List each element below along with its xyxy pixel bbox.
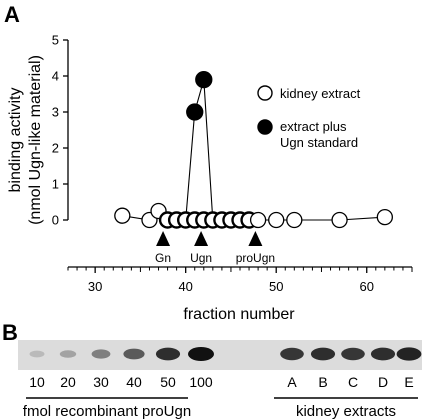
y-tick-label: 0 — [52, 213, 59, 228]
band-sample — [341, 347, 365, 361]
data-point-extract-plus-ugn — [186, 103, 204, 121]
marker-arrow-icon — [248, 231, 263, 246]
data-point-kidney-extract — [331, 211, 348, 229]
lane-label-sample: D — [378, 374, 388, 390]
standards-group-label: fmol recombinant proUgn — [23, 403, 191, 420]
band-standard — [123, 348, 145, 360]
lane-label-sample: C — [348, 374, 358, 390]
marker-label: Gn — [155, 251, 171, 265]
lane-label-sample: B — [318, 374, 327, 390]
panel-b-label: B — [2, 320, 18, 345]
data-point-kidney-extract — [114, 207, 131, 224]
marker-label: proUgn — [236, 251, 275, 265]
band-sample — [396, 347, 422, 361]
blot-bands — [29, 347, 422, 361]
panel-a-label: A — [4, 2, 20, 27]
x-tick-label: 50 — [269, 279, 283, 294]
legend: kidney extract extract plus Ugn standard — [257, 85, 361, 150]
legend-filled-circle-icon — [257, 119, 273, 135]
x-axis-title: fraction number — [183, 306, 295, 323]
elution-markers: Gn Ugn proUgn — [155, 231, 275, 265]
data-point-kidney-extract — [249, 211, 267, 229]
y-tick-label: 3 — [52, 105, 59, 120]
y-tick-label: 1 — [52, 177, 59, 192]
x-axis: 30 40 50 60 — [67, 266, 413, 294]
band-sample — [370, 347, 396, 361]
legend-label-extract-plus-line2: Ugn standard — [280, 135, 358, 150]
lane-label-standard: 30 — [93, 374, 109, 390]
y-axis-title: binding activity (nmol Ugn-like material… — [7, 55, 44, 225]
data-point-extract-plus-ugn — [195, 70, 213, 89]
lane-label-standard: 40 — [126, 374, 142, 390]
lane-label-standard: 20 — [60, 374, 76, 390]
legend-label-extract-plus-line1: extract plus — [280, 119, 347, 134]
x-tick-label: 40 — [178, 279, 192, 294]
band-standard — [91, 349, 111, 359]
band-standard — [59, 350, 77, 358]
data-point-kidney-extract — [376, 208, 393, 226]
band-standard — [188, 347, 214, 361]
data-points — [114, 70, 393, 229]
lane-label-standard: 100 — [189, 374, 213, 390]
western-blot — [18, 340, 422, 370]
lane-label-sample: E — [404, 374, 413, 390]
legend-label-kidney-extract: kidney extract — [280, 86, 361, 101]
band-sample — [310, 347, 336, 361]
x-tick-label: 30 — [88, 279, 102, 294]
samples-group-label: kidney extracts — [296, 403, 396, 420]
lane-label-standard: 50 — [160, 374, 176, 390]
y-tick-label: 2 — [52, 141, 59, 156]
y-tick-label: 4 — [52, 69, 59, 84]
data-point-kidney-extract — [268, 211, 285, 229]
band-standard — [29, 350, 45, 358]
lane-label-standard: 10 — [29, 374, 45, 390]
x-tick-label: 60 — [360, 279, 374, 294]
legend-open-circle-icon — [257, 85, 273, 101]
y-axis-title-line2: (nmol Ugn-like material) — [27, 55, 44, 225]
marker-label: Ugn — [190, 251, 212, 265]
band-sample — [280, 347, 304, 361]
data-point-kidney-extract — [286, 211, 303, 229]
y-axis: 0 1 2 3 4 5 — [52, 33, 69, 228]
marker-arrow-icon — [194, 231, 209, 246]
lane-label-sample: A — [287, 374, 297, 390]
y-axis-title-line1: binding activity — [7, 88, 24, 193]
lane-labels: 10 20 30 40 50 100 A B C D E — [29, 374, 413, 390]
band-standard — [155, 347, 181, 361]
y-tick-label: 5 — [52, 33, 59, 48]
marker-arrow-icon — [156, 231, 171, 246]
